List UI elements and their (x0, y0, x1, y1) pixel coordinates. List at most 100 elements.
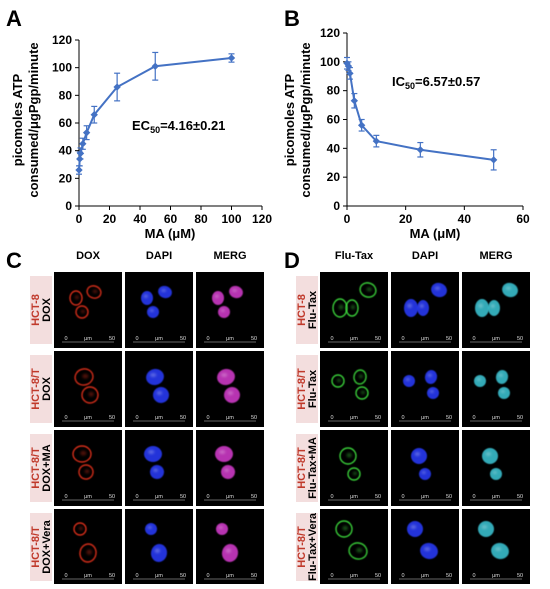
panel-d-row-label-box (296, 276, 318, 344)
cell-highlight (218, 526, 223, 529)
cell-nucleus (417, 300, 429, 316)
scale-bar-label: 0 (206, 336, 209, 342)
cell-highlight (149, 309, 154, 312)
scale-bar-label: 0 (135, 336, 138, 342)
scale-bar-label: 50 (375, 336, 381, 342)
chart-0-ytick-label: 120 (52, 33, 72, 47)
chart-0-point (82, 129, 91, 137)
scale-bar-label: 50 (180, 415, 186, 421)
scale-bar-label: 0 (64, 415, 67, 421)
scale-bar-label: 50 (446, 573, 452, 579)
cell-nucleus (216, 523, 228, 535)
cell-inner-signal (88, 391, 94, 397)
panel-c-image-tile: 0 μm 50 (196, 509, 264, 585)
chart-a-ylabel-line1: picomoles ATP (10, 73, 25, 166)
panel-d-image-tile: 0 μm 50 (391, 351, 459, 427)
cell-inner-signal (74, 295, 79, 300)
panel-letter-c: C (6, 248, 22, 273)
panel-c-image-tile: 0 μm 50 (125, 509, 193, 585)
chart-b-annotation-value: =6.57±0.57 (415, 74, 480, 89)
panel-d-row-label-box (296, 355, 318, 423)
cell-ring (74, 368, 94, 386)
image-background (391, 351, 459, 427)
scale-bar-label: 0 (330, 336, 333, 342)
scale-bar-label: μm (421, 494, 429, 500)
scale-bar-label: μm (226, 415, 234, 421)
cell-ring (339, 447, 357, 465)
chart-0-ytick-label: 60 (59, 116, 73, 130)
cell-ring (78, 464, 94, 480)
chart-b-ylabel-line2: consumed/μgPgp/minute (298, 42, 313, 197)
scale-bar-label: 0 (401, 336, 404, 342)
cell-nucleus (224, 387, 240, 403)
panel-c-row-cell-line: HCT-8/T (30, 447, 42, 489)
scale-bar-label: 0 (330, 415, 333, 421)
scale-bar-label: 50 (517, 336, 523, 342)
chart-b-y-ticks: 0 20 40 60 80 100 120 (320, 26, 347, 213)
cell-highlight (405, 378, 410, 381)
chart-1-xtick-label: 60 (516, 212, 530, 226)
cell-highlight (156, 391, 163, 395)
chart-1-ytick-label: 120 (320, 26, 340, 40)
cell-highlight (150, 373, 157, 377)
cell-inner-signal (352, 471, 357, 476)
scale-bar-label: 0 (135, 573, 138, 579)
chart-b-axes (346, 33, 523, 207)
scale-bar-label: 50 (251, 573, 257, 579)
cell-highlight (429, 390, 434, 393)
scale-bar-label: μm (155, 415, 163, 421)
cell-nucleus (221, 544, 239, 562)
panel-d-row-label-box (296, 513, 318, 581)
panel-d-image-tile: 0 μm 50 (462, 272, 530, 348)
panel-c-image-tile: 0 μm 50 (196, 272, 264, 348)
cell-nucleus (221, 465, 235, 479)
scale-bar-label: 50 (109, 494, 115, 500)
scale-bar-label: 50 (180, 336, 186, 342)
cell-inner-signal (84, 469, 90, 474)
chart-1-point (350, 97, 359, 105)
chart-0-xtick-label: 80 (194, 212, 208, 226)
panel-d-row-treatment: Flu-Tax+Vera (307, 512, 319, 581)
cell-nucleus (403, 375, 415, 387)
scale-bar-label: 0 (401, 415, 404, 421)
panel-c-row-label-box (30, 513, 52, 581)
chart-1-ytick-label: 40 (327, 141, 341, 155)
image-background (54, 509, 122, 585)
cell-nucleus (502, 282, 518, 298)
chart-0-point (76, 155, 84, 163)
scale-bar-label: μm (84, 573, 92, 579)
panel-d-image-tile: 0 μm 50 (320, 509, 388, 585)
panel-d-row-treatment: Flu-Tax (307, 290, 319, 329)
cell-inner-signal (86, 549, 92, 555)
chart-0-xtick-label: 0 (76, 212, 83, 226)
cell-highlight (407, 303, 413, 308)
cell-nucleus (478, 521, 494, 537)
panel-c-column-header: DAPI (146, 250, 172, 262)
panel-c-row-treatment: DOX (41, 297, 53, 322)
chart-0-point (75, 166, 83, 174)
chart-b-annotation-sub: 50 (405, 81, 415, 91)
cell-ring (73, 522, 87, 536)
cell-ring (69, 290, 83, 306)
panel-d-image-tile: 0 μm 50 (391, 430, 459, 506)
chart-b-xlabel: MA (μM) (410, 226, 461, 241)
cell-nucleus (215, 446, 233, 462)
panel-letter-a: A (6, 6, 22, 31)
chart-b-x-ticks: 0 20 40 60 (344, 206, 530, 226)
cell-nucleus (407, 521, 423, 537)
scale-bar-label: 50 (109, 336, 115, 342)
cell-highlight (500, 390, 505, 393)
cell-nucleus (158, 285, 172, 299)
panel-d-row-treatment: Flu-Tax+MA (307, 437, 319, 499)
cell-inner-signal (336, 378, 341, 383)
scale-bar-label: μm (350, 336, 358, 342)
cell-nucleus (495, 370, 509, 384)
cell-nucleus (145, 523, 157, 535)
cell-highlight (495, 547, 502, 551)
scale-bar-label: μm (226, 494, 234, 500)
cell-ring (345, 299, 359, 317)
cell-ring (332, 298, 348, 318)
cell-nucleus (153, 387, 169, 403)
cell-nucleus (217, 368, 235, 386)
chart-b-annotation: IC50=6.57±0.57 (392, 74, 480, 91)
